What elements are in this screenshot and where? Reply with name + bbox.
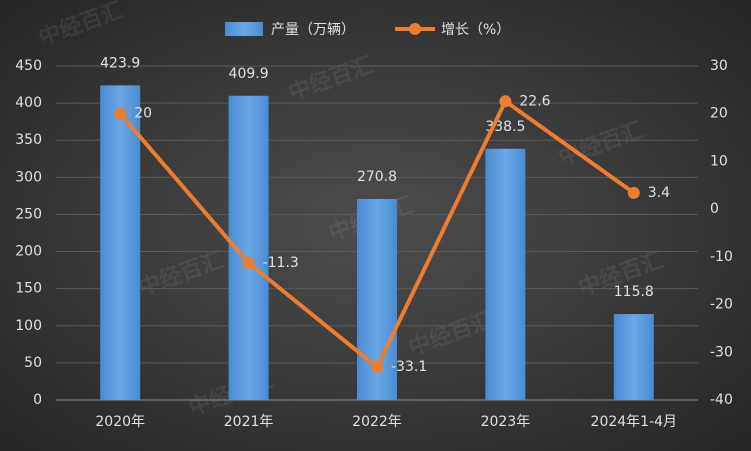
y-tick-label: 400 — [15, 95, 42, 111]
y-tick-label: 150 — [15, 281, 42, 297]
y-tick-label: 100 — [15, 318, 42, 334]
legend-label: 增长（%） — [441, 22, 510, 38]
bar — [613, 314, 654, 400]
y-tick-label: 350 — [15, 132, 42, 148]
line-value-label: -33.1 — [391, 359, 427, 375]
line-point — [499, 95, 512, 108]
x-tick-label: 2021年 — [224, 414, 274, 430]
y-tick-label: 300 — [15, 169, 42, 185]
line-point — [242, 257, 255, 270]
y2-tick-label: 10 — [710, 153, 728, 169]
bar-value-label: 409.9 — [229, 66, 269, 82]
y-tick-label: 250 — [15, 206, 42, 222]
y2-tick-label: -20 — [710, 297, 733, 313]
line-point — [114, 107, 127, 120]
bar-value-label: 423.9 — [100, 55, 140, 71]
y2-tick-label: -30 — [710, 344, 733, 360]
line-point — [627, 186, 640, 199]
y-tick-label: 50 — [24, 355, 42, 371]
x-tick-label: 2020年 — [95, 414, 145, 430]
line-value-label: 3.4 — [648, 185, 670, 201]
y2-tick-label: -40 — [710, 392, 733, 408]
y-tick-label: 200 — [15, 244, 42, 260]
y-tick-label: 450 — [15, 58, 42, 74]
bar-value-label: 115.8 — [614, 284, 654, 300]
bar — [485, 148, 526, 400]
x-tick-label: 2022年 — [352, 414, 402, 430]
y2-tick-label: 0 — [710, 201, 719, 217]
legend-swatch — [225, 22, 263, 36]
x-tick-label: 2023年 — [481, 414, 531, 430]
line-value-label: -11.3 — [263, 255, 299, 271]
y2-tick-label: 20 — [710, 106, 728, 122]
bar-value-label: 270.8 — [357, 169, 397, 185]
y2-tick-label: 30 — [710, 58, 728, 74]
y-tick-label: 0 — [33, 392, 42, 408]
legend-swatch — [409, 23, 421, 35]
bar — [100, 85, 141, 400]
legend-label: 产量（万辆） — [271, 22, 355, 38]
line-value-label: 22.6 — [519, 93, 550, 109]
x-tick-label: 2024年1-4月 — [591, 414, 678, 430]
y2-tick-label: -10 — [710, 249, 733, 265]
line-value-label: 20 — [134, 106, 152, 122]
line-point — [371, 361, 383, 374]
